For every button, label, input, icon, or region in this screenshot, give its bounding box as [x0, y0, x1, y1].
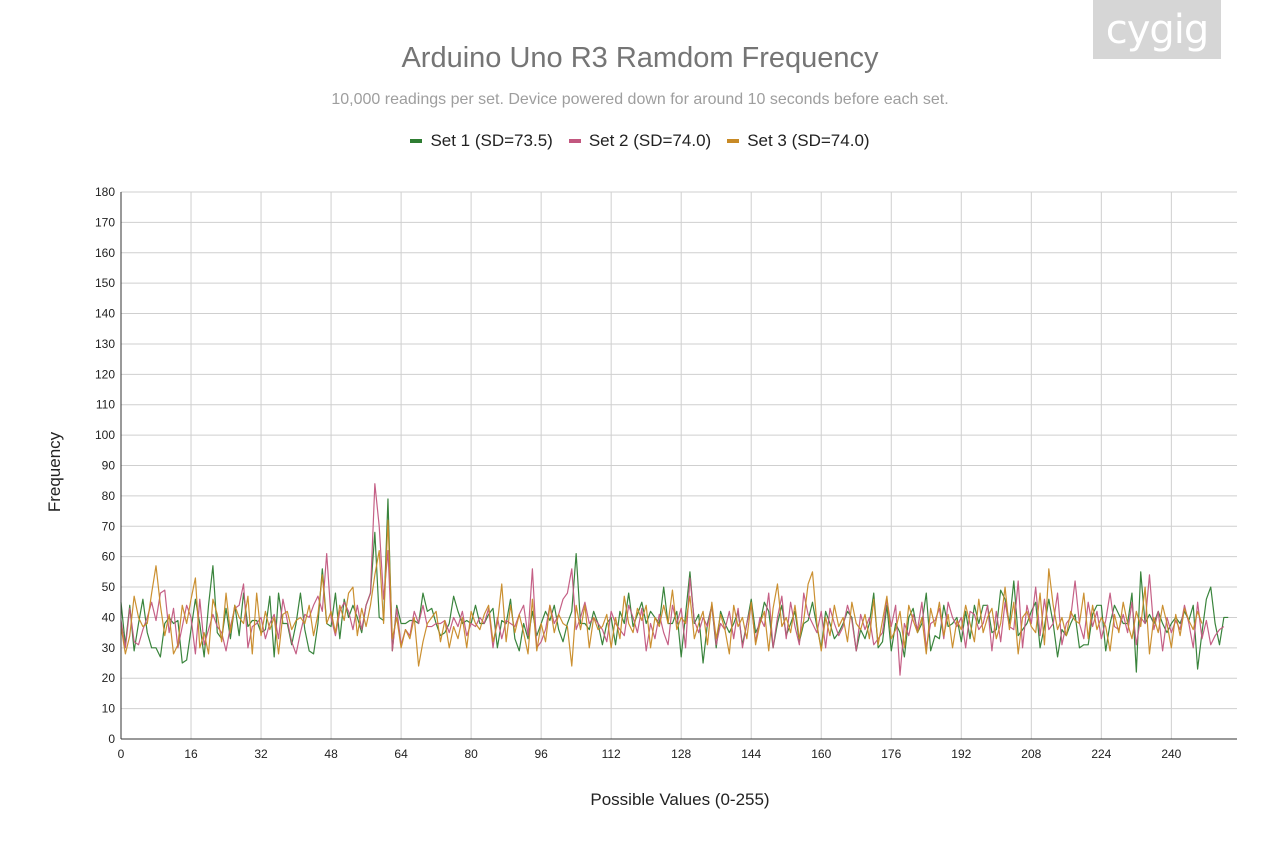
- series-line-set-1: [120, 498, 1229, 673]
- chart-legend: Set 1 (SD=73.5) Set 2 (SD=74.0) Set 3 (S…: [0, 131, 1280, 151]
- legend-label-set-3: Set 3 (SD=74.0): [747, 131, 870, 150]
- x-tick-label: 224: [1091, 747, 1111, 761]
- y-tick-label: 130: [95, 337, 115, 351]
- y-tick-label: 160: [95, 246, 115, 260]
- legend-item-set-2[interactable]: Set 2 (SD=74.0): [568, 131, 712, 151]
- y-tick-label: 50: [102, 580, 116, 594]
- x-tick-label: 64: [394, 747, 408, 761]
- x-tick-label: 160: [811, 747, 831, 761]
- y-tick-label: 0: [108, 732, 115, 746]
- x-tick-label: 128: [671, 747, 691, 761]
- y-tick-label: 180: [95, 185, 115, 199]
- y-tick-label: 110: [96, 398, 115, 412]
- x-tick-label: 16: [184, 747, 198, 761]
- y-tick-label: 80: [102, 489, 116, 503]
- x-tick-label: 0: [118, 747, 125, 761]
- y-axis-label: Frequency: [45, 431, 64, 513]
- x-tick-label: 112: [602, 747, 621, 761]
- chart-subtitle: 10,000 readings per set. Device powered …: [331, 91, 949, 108]
- x-tick-label: 80: [464, 747, 478, 761]
- y-tick-label: 10: [102, 702, 116, 716]
- y-tick-label: 70: [102, 519, 116, 533]
- y-tick-label: 40: [102, 610, 116, 624]
- y-tick-label: 20: [102, 671, 116, 685]
- y-tick-label: 30: [102, 641, 116, 655]
- logo-text: cygig: [1105, 6, 1210, 53]
- x-tick-label: 240: [1161, 747, 1181, 761]
- legend-item-set-1[interactable]: Set 1 (SD=73.5): [410, 131, 553, 151]
- legend-swatch-set-1: [410, 139, 423, 143]
- legend-item-set-3[interactable]: Set 3 (SD=74.0): [727, 131, 870, 151]
- y-tick-label: 120: [95, 367, 115, 381]
- x-tick-label: 144: [741, 747, 761, 761]
- brand-logo: cygig: [1093, 0, 1221, 59]
- series-line-set-2: [120, 483, 1225, 676]
- y-tick-label: 140: [95, 307, 115, 321]
- y-tick-label: 60: [102, 550, 116, 564]
- x-tick-label: 32: [254, 747, 268, 761]
- series-line-set-3: [120, 519, 1203, 667]
- legend-swatch-set-2: [568, 139, 581, 143]
- y-tick-label: 150: [95, 276, 115, 290]
- legend-label-set-2: Set 2 (SD=74.0): [588, 131, 712, 150]
- chart-title: Arduino Uno R3 Ramdom Frequency: [401, 42, 879, 74]
- legend-swatch-set-3: [727, 139, 740, 143]
- x-tick-label: 192: [951, 747, 971, 761]
- x-tick-label: 176: [881, 747, 901, 761]
- x-tick-label: 48: [324, 747, 338, 761]
- x-tick-label: 96: [534, 747, 548, 761]
- legend-label-set-1: Set 1 (SD=73.5): [430, 131, 553, 150]
- x-tick-label: 208: [1021, 747, 1041, 761]
- y-tick-label: 90: [102, 459, 116, 473]
- y-tick-label: 170: [95, 215, 115, 229]
- y-tick-label: 100: [95, 428, 115, 442]
- x-axis-label: Possible Values (0-255): [590, 790, 770, 809]
